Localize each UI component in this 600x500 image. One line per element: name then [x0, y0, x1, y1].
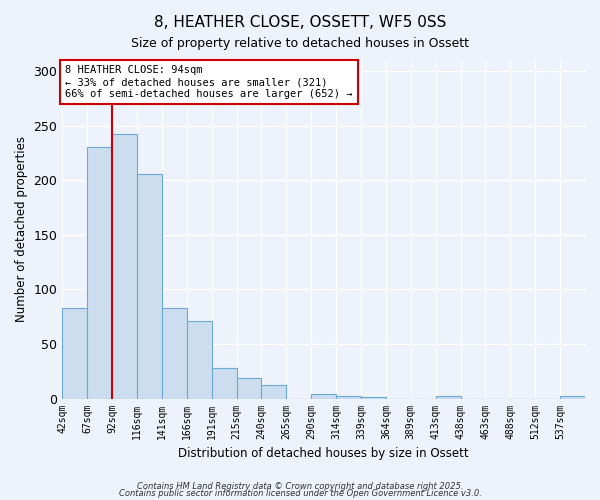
Bar	[262, 386, 286, 398]
Text: 8 HEATHER CLOSE: 94sqm
← 33% of detached houses are smaller (321)
66% of semi-de: 8 HEATHER CLOSE: 94sqm ← 33% of detached…	[65, 66, 353, 98]
Text: Contains HM Land Registry data © Crown copyright and database right 2025.: Contains HM Land Registry data © Crown c…	[137, 482, 463, 491]
Bar	[87, 148, 112, 398]
Bar	[311, 394, 336, 398]
Bar	[137, 174, 162, 398]
Bar	[212, 368, 236, 398]
Bar	[436, 396, 461, 398]
Text: Contains public sector information licensed under the Open Government Licence v3: Contains public sector information licen…	[119, 490, 481, 498]
Bar	[112, 134, 137, 398]
Bar	[162, 308, 187, 398]
X-axis label: Distribution of detached houses by size in Ossett: Distribution of detached houses by size …	[178, 447, 469, 460]
Bar	[236, 378, 262, 398]
Y-axis label: Number of detached properties: Number of detached properties	[15, 136, 28, 322]
Text: 8, HEATHER CLOSE, OSSETT, WF5 0SS: 8, HEATHER CLOSE, OSSETT, WF5 0SS	[154, 15, 446, 30]
Bar	[336, 396, 361, 398]
Bar	[560, 396, 585, 398]
Text: Size of property relative to detached houses in Ossett: Size of property relative to detached ho…	[131, 38, 469, 51]
Bar	[62, 308, 87, 398]
Bar	[187, 321, 212, 398]
